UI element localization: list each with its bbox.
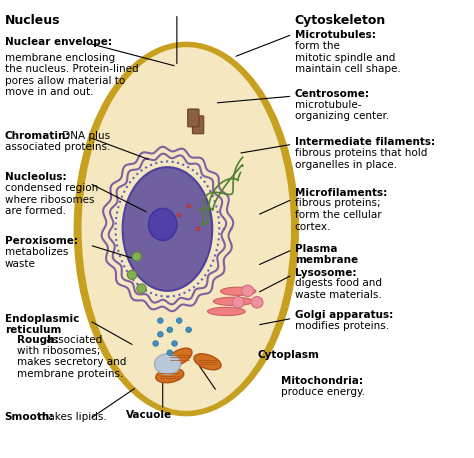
Text: Golgi apparatus:: Golgi apparatus: [295, 310, 393, 320]
Text: Nuclear envelope:: Nuclear envelope: [5, 37, 112, 47]
Text: Endoplasmic
reticulum: Endoplasmic reticulum [5, 314, 79, 335]
Text: Cytoplasm: Cytoplasm [257, 350, 319, 360]
Ellipse shape [155, 354, 181, 375]
Text: Rough:: Rough: [17, 335, 58, 345]
Text: Cytoskeleton: Cytoskeleton [295, 14, 386, 27]
Text: Mitochondria:: Mitochondria: [281, 376, 363, 387]
Ellipse shape [176, 318, 182, 323]
Ellipse shape [157, 318, 163, 323]
Ellipse shape [213, 297, 254, 305]
Ellipse shape [132, 252, 142, 261]
FancyBboxPatch shape [188, 109, 199, 127]
Text: Microtubules:: Microtubules: [295, 30, 375, 40]
Text: Vacuole: Vacuole [126, 410, 172, 420]
Ellipse shape [172, 341, 177, 346]
Ellipse shape [128, 270, 137, 279]
Text: Microfilaments:: Microfilaments: [295, 188, 387, 198]
Ellipse shape [157, 332, 163, 337]
Text: associated proteins.: associated proteins. [5, 142, 110, 152]
Text: metabolizes
waste: metabolizes waste [5, 247, 68, 269]
Ellipse shape [167, 350, 173, 355]
Text: Lysosome:: Lysosome: [295, 268, 356, 278]
Text: microtubule-
organizing center.: microtubule- organizing center. [295, 100, 389, 121]
Text: Chromatin:: Chromatin: [5, 131, 70, 141]
Ellipse shape [80, 46, 292, 412]
Ellipse shape [177, 213, 181, 217]
Text: Plasma
membrane: Plasma membrane [295, 244, 358, 265]
Ellipse shape [166, 348, 192, 366]
Text: produce energy.: produce energy. [281, 387, 365, 397]
Ellipse shape [220, 287, 256, 295]
Ellipse shape [74, 43, 298, 416]
Ellipse shape [123, 167, 212, 291]
Ellipse shape [156, 368, 184, 383]
FancyBboxPatch shape [192, 116, 204, 134]
Text: Peroxisome:: Peroxisome: [5, 236, 78, 246]
Text: digests food and
waste materials.: digests food and waste materials. [295, 278, 382, 300]
Ellipse shape [196, 227, 200, 231]
Text: Centrosome:: Centrosome: [295, 89, 370, 99]
Ellipse shape [137, 284, 146, 293]
Text: Nucleolus:: Nucleolus: [5, 172, 66, 182]
Ellipse shape [251, 297, 263, 308]
Text: makes lipids.: makes lipids. [36, 412, 107, 422]
Text: fibrous proteins that hold
organelles in place.: fibrous proteins that hold organelles in… [295, 148, 427, 169]
Ellipse shape [167, 327, 173, 333]
Ellipse shape [187, 204, 191, 208]
Ellipse shape [186, 327, 191, 333]
Ellipse shape [194, 354, 221, 370]
Ellipse shape [153, 341, 158, 346]
Text: modifies proteins.: modifies proteins. [295, 321, 389, 331]
Text: condensed region
where ribosomes
are formed.: condensed region where ribosomes are for… [5, 183, 98, 216]
Text: form the
mitotic spindle and
maintain cell shape.: form the mitotic spindle and maintain ce… [295, 41, 401, 74]
Text: Nucleus: Nucleus [5, 14, 60, 27]
Ellipse shape [232, 297, 244, 308]
Text: with ribosomes;
makes secretory and
membrane proteins.: with ribosomes; makes secretory and memb… [17, 346, 126, 379]
Ellipse shape [242, 285, 254, 297]
Ellipse shape [148, 208, 177, 240]
Text: DNA plus: DNA plus [59, 131, 110, 141]
Text: fibrous proteins;
form the cellular
cortex.: fibrous proteins; form the cellular cort… [295, 198, 382, 231]
Text: associated: associated [44, 335, 103, 345]
Text: Intermediate filaments:: Intermediate filaments: [295, 137, 435, 147]
Ellipse shape [208, 307, 245, 316]
Text: membrane enclosing
the nucleus. Protein-lined
pores allow material to
move in an: membrane enclosing the nucleus. Protein-… [5, 53, 138, 98]
Text: Smooth:: Smooth: [5, 412, 54, 422]
